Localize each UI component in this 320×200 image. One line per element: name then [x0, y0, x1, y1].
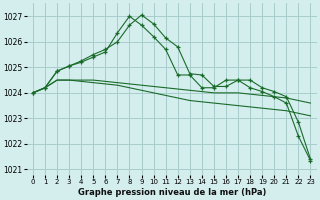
- X-axis label: Graphe pression niveau de la mer (hPa): Graphe pression niveau de la mer (hPa): [77, 188, 266, 197]
